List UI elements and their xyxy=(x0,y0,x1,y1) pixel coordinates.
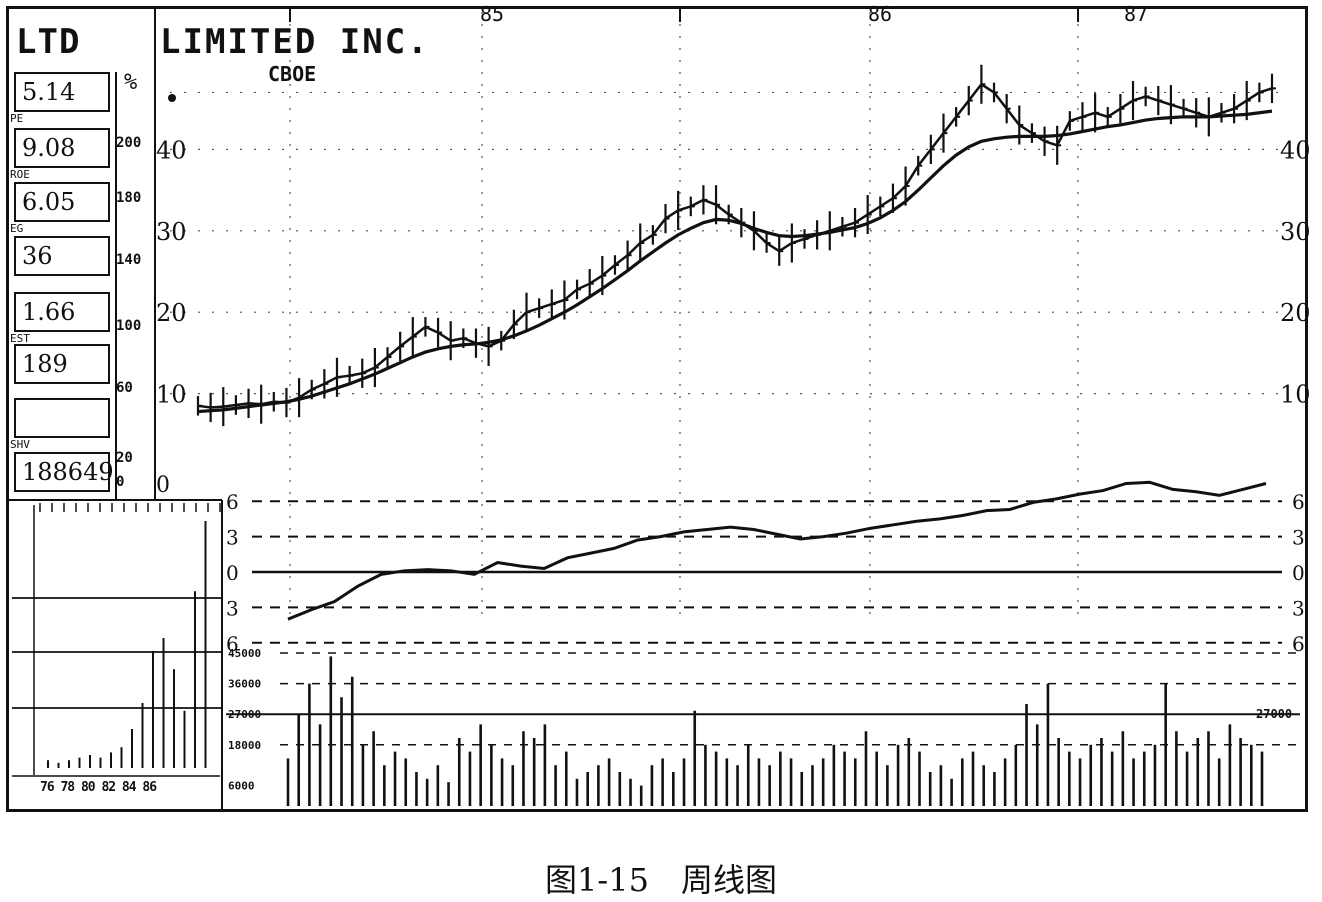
price-axis-label-right: 30 xyxy=(1280,218,1311,246)
stat-tag: EST xyxy=(10,332,30,345)
rs-axis-label-right: 6 xyxy=(1292,490,1305,514)
stat-tag: PE xyxy=(10,112,24,125)
price-axis-label-right: 40 xyxy=(1280,136,1311,164)
rs-axis-label-left: 0 xyxy=(226,561,239,585)
rs-axis-label-right: 0 xyxy=(1292,561,1305,585)
stat-box: 1.66 xyxy=(14,292,110,332)
year-label-87: 87 xyxy=(1124,2,1149,26)
price-axis-label-left: 20 xyxy=(156,299,187,327)
price-axis-label-left: 10 xyxy=(156,381,187,409)
volume-right-label: 27000 xyxy=(1256,707,1292,721)
price-axis-label-right: 10 xyxy=(1280,381,1311,409)
relative-strength-line xyxy=(287,480,1267,621)
stat-tag: SHV xyxy=(10,438,30,451)
left-scale-tick: 60 xyxy=(116,380,133,396)
rs-axis-label-right: 6 xyxy=(1292,632,1305,656)
figure-caption: 图1-15 周线图 xyxy=(545,861,777,899)
company-name: LIMITED INC. xyxy=(160,22,430,62)
rs-axis-label-left: 6 xyxy=(226,490,239,514)
volume-axis-label: 6000 xyxy=(228,780,255,793)
price-axis-label-left: 40 xyxy=(156,136,187,164)
exchange-label: CBOE xyxy=(268,62,317,86)
stat-box: 189 xyxy=(14,344,110,384)
left-scale-tick: 140 xyxy=(116,252,142,268)
chart-frame xyxy=(6,6,1308,812)
stat-box: 188649 xyxy=(14,452,114,492)
left-scale-tick: 100 xyxy=(116,318,142,334)
percent-symbol: % xyxy=(124,70,138,95)
moving-average-line xyxy=(197,109,1273,414)
volume-axis-label: 45000 xyxy=(228,647,261,660)
stat-tag: ROE xyxy=(10,168,30,181)
rs-axis-label-left: 3 xyxy=(226,526,239,550)
price-axis-label-right: 20 xyxy=(1280,299,1311,327)
rs-axis-label-left: 3 xyxy=(226,596,239,620)
left-scale-tick: 180 xyxy=(116,190,142,206)
inset-year-labels: 76 78 80 82 84 86 xyxy=(40,780,157,795)
price-axis-label-left: 30 xyxy=(156,218,187,246)
stat-box: 36 xyxy=(14,236,110,276)
year-label-85: 85 xyxy=(480,2,505,26)
price-axis-label-zero: 0 xyxy=(156,473,170,498)
stat-box: 9.08 xyxy=(14,128,110,168)
stat-box: 5.14 xyxy=(14,72,110,112)
marker-dot xyxy=(168,94,176,102)
left-scale-tick: 0 xyxy=(116,474,125,490)
year-label-86: 86 xyxy=(868,2,893,26)
left-scale-tick: 200 xyxy=(116,135,142,151)
volume-axis-label: 36000 xyxy=(228,678,261,691)
volume-axis-label: 27000 xyxy=(228,708,261,721)
price-line xyxy=(197,82,1273,409)
stat-box xyxy=(14,398,110,438)
rs-axis-label-left: 6 xyxy=(226,632,239,656)
volume-axis-label: 18000 xyxy=(228,739,261,752)
rs-axis-label-right: 3 xyxy=(1292,526,1305,550)
rs-axis-label-right: 3 xyxy=(1292,596,1305,620)
stat-tag: EG xyxy=(10,222,24,235)
left-scale-tick: 20 xyxy=(116,450,133,466)
stat-box: 6.05 xyxy=(14,182,110,222)
ticker-symbol: LTD xyxy=(16,22,81,62)
